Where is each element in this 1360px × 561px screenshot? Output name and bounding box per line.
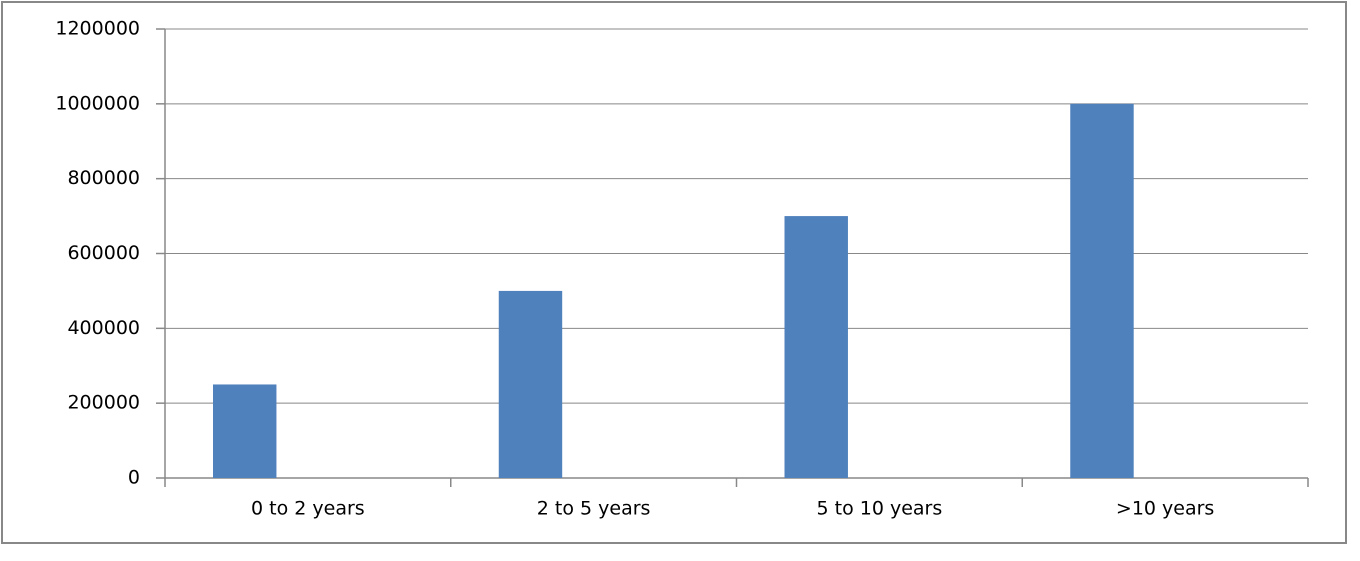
bar	[498, 290, 563, 478]
x-tick-label: 5 to 10 years	[817, 498, 943, 520]
y-tick-label: 200000	[67, 392, 140, 414]
x-tick-label: 2 to 5 years	[537, 498, 651, 520]
y-tick-label: 600000	[67, 242, 140, 264]
y-tick-label: 1000000	[55, 92, 140, 114]
x-tick-label: >10 years	[1116, 498, 1214, 520]
y-tick-label: 1200000	[55, 18, 140, 40]
y-tick-label: 400000	[67, 317, 140, 339]
bar	[784, 216, 848, 479]
y-tick-label: 0	[128, 467, 140, 489]
x-tick-label: 0 to 2 years	[251, 498, 365, 520]
bar	[213, 384, 277, 478]
y-tick-label: 800000	[67, 167, 140, 189]
chart-border	[1, 1, 1347, 544]
bar	[1070, 103, 1134, 478]
